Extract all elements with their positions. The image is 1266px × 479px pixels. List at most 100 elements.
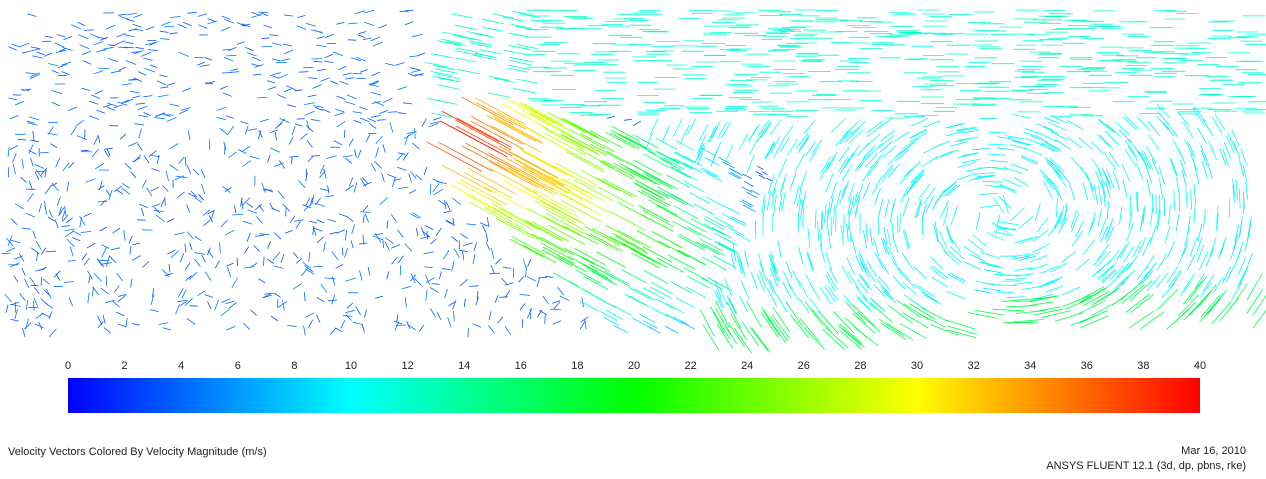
vector <box>895 148 910 162</box>
vector <box>584 226 620 246</box>
vector <box>144 42 156 46</box>
vector <box>899 142 915 154</box>
vector <box>741 320 760 347</box>
vector <box>901 273 917 289</box>
vector <box>490 202 533 226</box>
vector <box>751 328 771 353</box>
vector <box>1050 131 1067 141</box>
vector <box>490 264 495 274</box>
vector <box>51 182 59 192</box>
vector <box>803 327 825 350</box>
vector <box>167 249 176 255</box>
vector <box>88 274 91 284</box>
vector <box>307 155 314 163</box>
vector <box>1043 181 1054 200</box>
vector <box>1181 239 1189 257</box>
vector <box>287 325 297 327</box>
vector <box>1100 225 1109 243</box>
vector <box>612 233 646 252</box>
vector <box>10 319 19 322</box>
vector <box>485 242 491 251</box>
vector <box>352 111 363 114</box>
vector <box>652 175 679 190</box>
vector <box>1205 248 1215 267</box>
vector <box>312 105 324 108</box>
vector <box>843 152 856 169</box>
vector <box>841 164 853 182</box>
vector <box>649 118 659 136</box>
vector <box>393 178 402 182</box>
vector <box>188 272 197 280</box>
vector <box>177 288 184 298</box>
vector <box>336 229 346 234</box>
vector <box>457 181 504 207</box>
vector <box>713 311 730 339</box>
vector <box>1012 255 1031 260</box>
vector <box>729 217 746 227</box>
vector <box>135 46 145 50</box>
vector <box>684 181 705 193</box>
vector <box>125 60 137 65</box>
vector <box>338 213 348 218</box>
vector <box>378 109 389 114</box>
vector <box>1247 221 1251 240</box>
vector <box>686 118 697 135</box>
vector <box>49 328 57 338</box>
vector <box>900 323 927 339</box>
vector <box>909 303 936 320</box>
vector <box>462 242 473 247</box>
vector <box>118 66 127 71</box>
vector <box>1219 297 1240 322</box>
vector <box>232 213 244 216</box>
vector <box>325 155 337 159</box>
vector <box>1137 149 1147 167</box>
vector <box>21 158 24 169</box>
vector <box>1171 270 1183 286</box>
vector <box>1149 225 1157 245</box>
vector <box>426 141 482 172</box>
vector <box>714 240 736 253</box>
vector <box>404 21 414 26</box>
vector <box>117 101 128 106</box>
vector <box>713 255 736 268</box>
vector <box>1092 250 1107 267</box>
vector <box>1101 167 1111 184</box>
vector <box>1132 240 1142 258</box>
vector <box>1041 310 1071 319</box>
vector <box>116 33 126 38</box>
vector <box>1178 246 1188 265</box>
vector <box>255 234 265 237</box>
vector <box>887 164 900 179</box>
vector <box>334 112 345 117</box>
vector <box>469 42 493 48</box>
vector <box>891 222 895 243</box>
vector <box>320 188 330 192</box>
vector <box>502 267 512 269</box>
vector <box>991 222 1010 234</box>
vector <box>362 214 365 224</box>
vector <box>630 169 660 186</box>
vector <box>130 90 140 94</box>
vector <box>908 132 927 143</box>
vector <box>741 186 753 193</box>
vector <box>124 98 134 104</box>
vector <box>519 102 563 126</box>
vector <box>720 122 731 139</box>
vector <box>642 209 674 228</box>
vector <box>1083 290 1111 306</box>
vector <box>1055 139 1072 151</box>
vector <box>305 125 314 133</box>
vector <box>1082 239 1095 255</box>
vector <box>346 302 354 309</box>
vector <box>40 152 49 154</box>
vector <box>221 298 231 303</box>
vector <box>878 134 895 149</box>
vector <box>521 319 524 328</box>
vector <box>313 227 323 232</box>
vector <box>1169 157 1177 177</box>
vector <box>274 132 277 141</box>
vector <box>267 240 272 249</box>
vector <box>685 286 707 298</box>
vector <box>850 120 867 135</box>
vector <box>921 291 938 302</box>
